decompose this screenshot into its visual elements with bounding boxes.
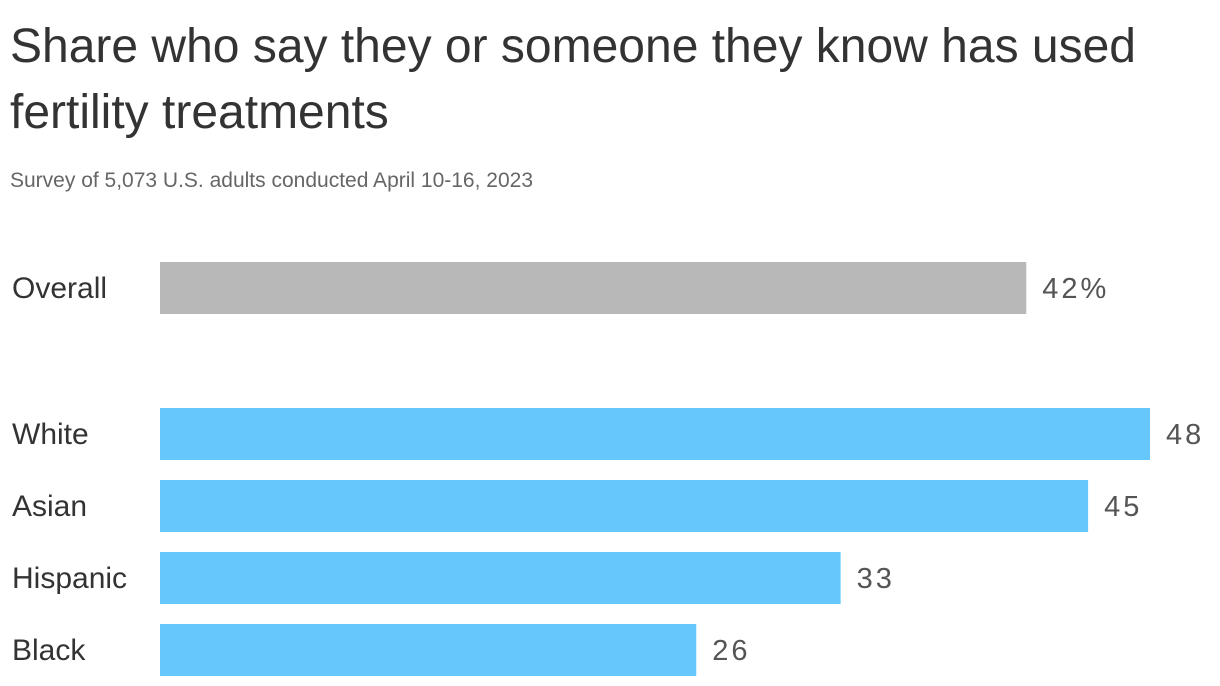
bar-hispanic — [160, 552, 841, 604]
category-label-white: White — [12, 418, 89, 451]
value-label-asian: 45 — [1104, 491, 1142, 523]
category-label-overall: Overall — [12, 272, 107, 305]
bar-white — [160, 408, 1150, 460]
value-label-black: 26 — [712, 635, 750, 667]
chart-subtitle: Survey of 5,073 U.S. adults conducted Ap… — [10, 169, 534, 192]
category-label-black: Black — [12, 634, 86, 667]
value-label-hispanic: 33 — [857, 563, 895, 595]
value-label-overall: 42% — [1042, 273, 1109, 305]
bar-overall — [160, 262, 1027, 314]
bar-black — [160, 624, 697, 676]
category-label-asian: Asian — [12, 490, 87, 523]
value-label-white: 48 — [1166, 419, 1204, 451]
category-label-hispanic: Hispanic — [12, 562, 127, 595]
chart-title: Share who say they or someone they know … — [10, 20, 1136, 139]
bar-asian — [160, 480, 1089, 532]
